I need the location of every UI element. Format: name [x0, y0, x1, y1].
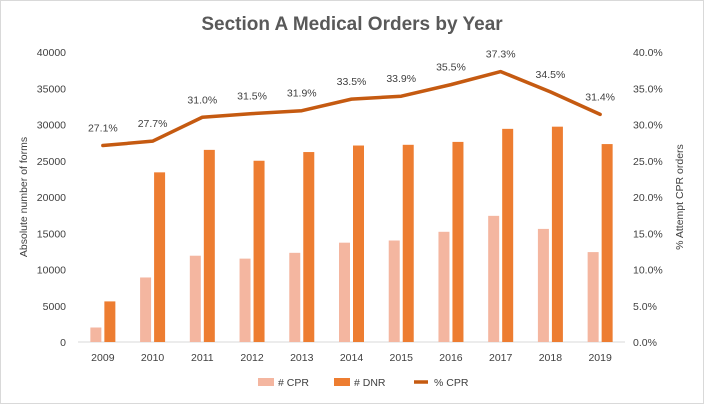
bar-cpr — [289, 252, 301, 342]
y-tick-label: 15000 — [37, 228, 66, 240]
legend-swatch — [334, 378, 350, 386]
bar-dnr — [203, 149, 215, 342]
y2-tick-label: 0.0% — [633, 337, 657, 349]
legend: # CPR # DNR % CPR — [258, 377, 469, 389]
y2-axis-title: % Attempt CPR orders — [674, 144, 686, 250]
line-pct-cpr — [101, 69, 602, 148]
y2-tick-label: 35.0% — [633, 83, 663, 95]
x-tick-label: 2010 — [141, 352, 165, 364]
data-label: 37.3% — [486, 49, 516, 61]
y2-tick-label: 20.0% — [633, 192, 663, 204]
x-tick-label: 2017 — [489, 352, 513, 364]
y2-tick-label: 40.0% — [633, 47, 663, 59]
y2-tick-label: 15.0% — [633, 228, 663, 240]
y2-tick-label: 5.0% — [633, 301, 657, 313]
x-tick-label: 2016 — [439, 352, 463, 364]
bar-dnr — [402, 144, 414, 342]
bar-dnr — [253, 160, 265, 342]
bar-dnr — [502, 128, 514, 342]
legend-label: # DNR — [354, 377, 386, 389]
data-label: 31.9% — [287, 88, 317, 100]
data-label: 34.5% — [536, 69, 566, 81]
data-label: 31.0% — [187, 94, 217, 106]
bar-cpr — [537, 228, 549, 342]
data-label: 33.9% — [386, 73, 416, 85]
bar-cpr — [239, 258, 251, 342]
y-tick-label: 0 — [60, 337, 66, 349]
y-tick-label: 30000 — [37, 120, 66, 132]
data-label: 35.5% — [436, 62, 466, 74]
x-tick-label: 2009 — [91, 352, 115, 364]
bar-dnr — [353, 145, 364, 342]
bar-dnr — [104, 301, 116, 342]
y-tick-label: 40000 — [37, 47, 66, 59]
bar-dnr — [551, 126, 563, 342]
y-tick-label: 20000 — [37, 192, 66, 204]
data-label: 31.4% — [585, 91, 615, 103]
x-tick-label: 2011 — [191, 352, 214, 364]
data-label: 33.5% — [337, 76, 367, 88]
y2-tick-label: 25.0% — [633, 156, 663, 168]
bar-cpr — [189, 255, 201, 342]
y2-tick-label: 10.0% — [633, 265, 663, 277]
chart-title: Section A Medical Orders by Year — [201, 14, 503, 35]
bar-dnr — [303, 152, 315, 342]
x-tick-label: 2019 — [588, 352, 612, 364]
y-tick-label: 25000 — [37, 156, 66, 168]
x-tick-label: 2014 — [340, 352, 364, 364]
legend-label: % CPR — [434, 377, 469, 389]
y-axis-title: Absolute number of forms — [18, 137, 30, 257]
bar-dnr — [154, 172, 166, 342]
x-tick-label: 2015 — [390, 352, 414, 364]
bar-cpr — [488, 215, 500, 342]
x-tick-label: 2018 — [539, 352, 563, 364]
data-label: 27.1% — [88, 123, 118, 135]
data-label: 31.5% — [237, 91, 267, 103]
plot-area: 0 5000 10000 15000 20000 25000 30000 35000 40000… — [37, 47, 663, 364]
legend-swatch — [258, 378, 274, 386]
y-tick-label: 35000 — [37, 83, 66, 95]
y-tick-label: 5000 — [43, 301, 67, 313]
y2-tick-label: 30.0% — [633, 120, 663, 132]
x-tick-label: 2013 — [290, 352, 314, 364]
legend-label: # CPR — [278, 377, 309, 389]
bar-dnr — [601, 144, 613, 342]
data-label: 27.7% — [138, 118, 168, 130]
bar-cpr — [587, 252, 599, 342]
bar-cpr — [339, 242, 350, 342]
bar-cpr — [388, 240, 400, 342]
bar-dnr — [452, 141, 464, 342]
bar-cpr — [140, 277, 152, 342]
y-tick-label: 10000 — [37, 265, 66, 277]
bar-cpr — [90, 327, 102, 342]
bar-cpr — [438, 231, 450, 342]
x-tick-label: 2012 — [240, 352, 264, 364]
